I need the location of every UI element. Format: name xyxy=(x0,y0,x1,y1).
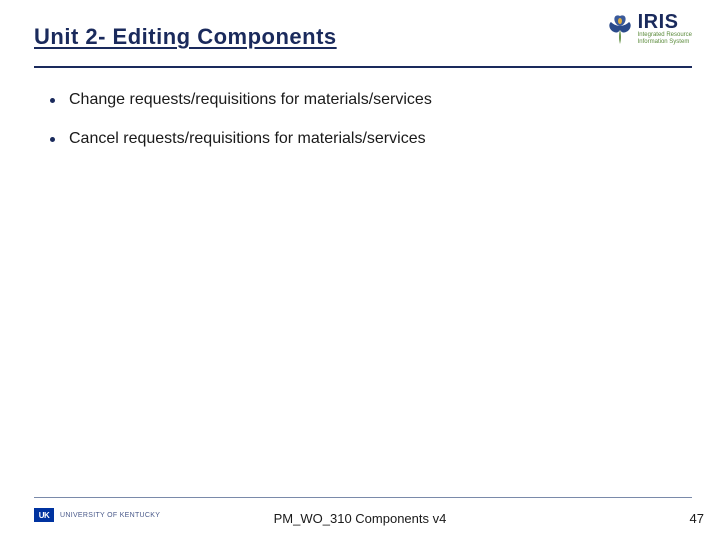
bullet-text: Change requests/requisitions for materia… xyxy=(69,90,432,111)
iris-logo-sub1: Integrated Resource xyxy=(638,32,692,39)
iris-logo: IRIS Integrated Resource Information Sys… xyxy=(606,12,692,46)
footer-divider xyxy=(34,497,692,498)
bullet-list: Change requests/requisitions for materia… xyxy=(50,90,680,168)
slide-title: Unit 2- Editing Components xyxy=(34,24,337,50)
bullet-icon xyxy=(50,98,55,103)
list-item: Cancel requests/requisitions for materia… xyxy=(50,129,680,150)
iris-logo-text: IRIS Integrated Resource Information Sys… xyxy=(638,12,692,45)
slide-header: Unit 2- Editing Components IRIS Integrat… xyxy=(34,18,692,68)
page-number: 47 xyxy=(690,511,704,526)
list-item: Change requests/requisitions for materia… xyxy=(50,90,680,111)
iris-logo-name: IRIS xyxy=(638,12,692,32)
footer-center-text: PM_WO_310 Components v4 xyxy=(0,511,720,526)
iris-logo-sub2: Information System xyxy=(638,39,692,46)
bullet-icon xyxy=(50,137,55,142)
bullet-text: Cancel requests/requisitions for materia… xyxy=(69,129,426,150)
iris-flower-icon xyxy=(606,12,634,46)
